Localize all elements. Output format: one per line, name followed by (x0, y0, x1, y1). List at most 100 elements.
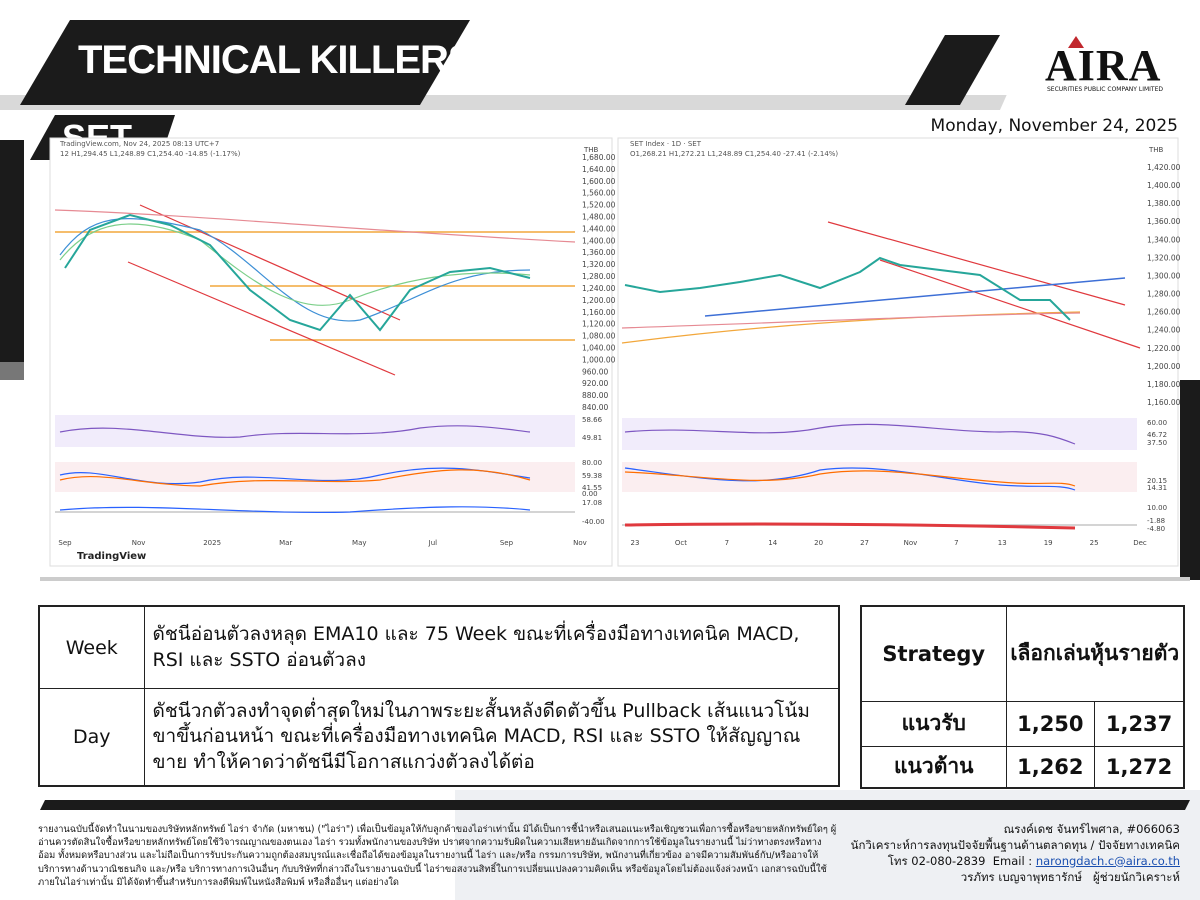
time-label: 25 (1090, 539, 1099, 547)
time-label: 27 (860, 539, 869, 547)
price-label: 1,200.00 (1147, 362, 1181, 371)
time-label: Nov (904, 539, 918, 547)
stoch-axis: 41.55 (582, 484, 602, 492)
assistant: วรภัทร เบญจาพุทธารักษ์ (960, 869, 1082, 884)
time-label: 13 (998, 539, 1007, 547)
price-label: 1,420.00 (1147, 163, 1181, 172)
stoch-axis: 80.00 (582, 459, 602, 467)
currency: THB (583, 146, 599, 154)
price-label: 1,000.00 (582, 355, 616, 364)
price-label: 1,640.00 (582, 165, 616, 174)
time-label: Sep (58, 539, 72, 547)
price-label: 1,360.00 (582, 248, 616, 257)
email[interactable]: narongdach.c@aira.co.th (1035, 853, 1180, 868)
price-label: 1,320.00 (1147, 253, 1181, 262)
macd-axis: 10.00 (1147, 504, 1167, 512)
price-label: 1,400.00 (582, 236, 616, 245)
time-label: 19 (1044, 539, 1053, 547)
analyst: ณรงค์เดช จันทร์ไพศาล, #066063 (1003, 822, 1180, 836)
price-label: 1,260.00 (1147, 308, 1181, 317)
assistant-line: วรภัทร เบญจาพุทธารักษ์ ผู้ช่วยนักวิเคราะ… (835, 870, 1180, 886)
disclaimer: รายงานฉบับนี้จัดทำในนามของบริษัทหลักทรัพ… (38, 824, 837, 888)
email-label: Email : (992, 853, 1033, 868)
stoch-axis: 20.15 (1147, 477, 1167, 485)
logo: AIRA (1045, 41, 1162, 90)
price-label: 1,480.00 (582, 213, 616, 222)
analysis-text: ดัชนีวกตัวลงทำจุดต่ำสุดใหม่ในภาพระยะสั้น… (143, 688, 840, 787)
price-label: 1,240.00 (1147, 326, 1181, 335)
price-label: 1,560.00 (582, 189, 616, 198)
price-label: 920.00 (582, 379, 608, 388)
macd-axis: -1.88 (1147, 517, 1165, 525)
analysis-table: Week ดัชนีอ่อนตัวลงหลุด EMA10 และ 75 Week… (38, 605, 840, 787)
time-label: Dec (1133, 539, 1147, 547)
chart-source: SET Index · 1D · SET (630, 140, 702, 148)
price-label: 1,160.00 (582, 308, 616, 317)
stoch-axis: 14.31 (1147, 484, 1167, 492)
analysis-row: Day ดัชนีวกตัวลงทำจุดต่ำสุดใหม่ในภาพระยะส… (38, 688, 840, 787)
stoch-axis: 59.38 (582, 472, 602, 480)
analysis-text: ดัชนีอ่อนตัวลงหลุด EMA10 และ 75 Week ขณะ… (143, 605, 840, 690)
analysis-period: Week (38, 605, 145, 690)
time-label: 20 (814, 539, 823, 547)
price-label: 1,220.00 (1147, 344, 1181, 353)
rsi-axis: 49.81 (582, 434, 602, 442)
price-label: 1,040.00 (582, 343, 616, 352)
time-label: 7 (725, 539, 729, 547)
time-label: Jul (428, 539, 438, 547)
phone: โทร 02-080-2839 (887, 853, 986, 868)
chart-ohlc: 12 H1,294.45 L1,248.89 C1,254.40 -14.85 … (60, 150, 241, 158)
level-name: แนวรับ (860, 700, 1007, 747)
price-label: 1,280.00 (582, 272, 616, 281)
time-label: 2025 (203, 539, 221, 547)
chart-source: TradingView.com, Nov 24, 2025 08:13 UTC+… (59, 140, 219, 148)
price-label: 1,340.00 (1147, 235, 1181, 244)
price-label: 1,080.00 (582, 332, 616, 341)
price-label: 1,160.00 (1147, 398, 1181, 407)
macd-axis: 0.00 (582, 490, 598, 498)
price-label: 880.00 (582, 391, 608, 400)
title-banner (20, 20, 470, 105)
strategy-header: Strategy (860, 605, 1007, 702)
price-label: 1,600.00 (582, 177, 616, 186)
chart-ohlc: O1,268.21 H1,272.21 L1,248.89 C1,254.40 … (630, 150, 838, 158)
price-label: 1,520.00 (582, 201, 616, 210)
assistant-role: ผู้ช่วยนักวิเคราะห์ (1092, 869, 1180, 884)
price-label: 1,200.00 (582, 296, 616, 305)
time-label: 14 (768, 539, 777, 547)
logo-tagline: SECURITIES PUBLIC COMPANY LIMITED (1046, 86, 1164, 93)
price-label: 1,400.00 (1147, 181, 1181, 190)
analyst-role: นักวิเคราะห์การลงทุนปัจจัยพื้นฐานด้านตลา… (850, 837, 1180, 852)
price-label: 1,180.00 (1147, 380, 1181, 389)
price-label: 1,360.00 (1147, 217, 1181, 226)
time-label: May (352, 539, 366, 547)
rsi-axis: 37.50 (1147, 439, 1167, 447)
macd-axis: -40.00 (582, 518, 605, 526)
level-name: แนวต้าน (860, 745, 1007, 789)
contact-line: โทร 02-080-2839 Email : narongdach.c@air… (835, 854, 1180, 870)
time-label: Nov (132, 539, 146, 547)
strategy-header: เลือกเล่นหุ้นรายตัว (1005, 605, 1185, 702)
level-value: 1,250 (1005, 700, 1096, 747)
level-value: 1,272 (1094, 745, 1185, 789)
rsi-axis: 46.72 (1147, 431, 1167, 439)
level-value: 1,262 (1005, 745, 1096, 789)
analysis-period: Day (38, 688, 145, 787)
time-label: 23 (631, 539, 640, 547)
macd-axis: -4.80 (1147, 525, 1165, 533)
price-label: 1,320.00 (582, 260, 616, 269)
date: Monday, November 24, 2025 (930, 116, 1178, 136)
price-label: 1,440.00 (582, 224, 616, 233)
rsi-axis: 60.00 (1147, 419, 1167, 427)
time-label: Oct (675, 539, 687, 547)
rsi-axis: 58.66 (582, 416, 603, 424)
price-label: 1,120.00 (582, 320, 616, 329)
time-label: Nov (573, 539, 587, 547)
price-label: 1,280.00 (1147, 290, 1181, 299)
price-label: 1,380.00 (1147, 199, 1181, 208)
contact: ณรงค์เดช จันทร์ไพศาล, #066063 นักวิเคราะ… (835, 822, 1180, 885)
macd-axis: 17.08 (582, 499, 602, 507)
price-label: 1,300.00 (1147, 271, 1181, 280)
title: TECHNICAL KILLERS (78, 38, 475, 82)
